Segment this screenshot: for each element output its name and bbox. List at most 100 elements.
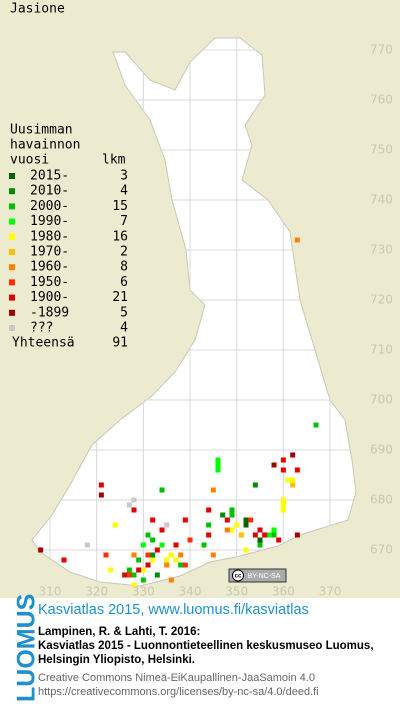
cc-terms: BY-NC-SA [248,573,281,580]
occurrence-cell [243,517,249,523]
legend-swatch [9,203,15,210]
occurrence-cell [252,482,258,488]
occurrence-cell [84,542,90,548]
legend-label: 1950- [30,275,69,290]
legend-count: 3 [120,169,128,184]
occurrence-cell [294,237,300,243]
occurrence-cell [154,547,160,553]
occurrence-cell [252,532,258,538]
occurrence-cell [201,542,207,548]
legend-swatch [9,325,15,331]
legend-count: 2 [120,245,128,260]
legend-swatch [9,218,15,225]
occurrence-cell [112,522,118,528]
occurrence-cell [126,502,132,508]
occurrence-cell [243,522,249,528]
legend-label: 1900- [30,290,69,305]
occurrence-cell [210,552,216,558]
occurrence-cell [145,552,151,558]
legend-heading: Uusimman [10,123,73,138]
legend-label: ??? [30,321,53,336]
occurrence-cell [234,522,240,528]
y-tick-label: 670 [370,543,393,557]
occurrence-cell [280,497,286,503]
occurrence-cell [285,477,291,483]
occurrence-cell [215,457,221,463]
occurrence-cell [215,462,221,468]
occurrence-cell [290,477,296,483]
occurrence-cell [290,452,296,458]
y-tick-label: 770 [370,43,393,57]
legend-count: 4 [120,321,128,336]
licence-text: https://creativecommons.org/licenses/by-… [38,686,319,698]
legend-label: 2015- [30,169,69,184]
legend-count: 21 [112,290,128,305]
occurrence-cell [150,552,156,558]
occurrence-cell [182,517,188,523]
legend-label: 2010- [30,184,69,199]
occurrence-cell [159,487,165,493]
legend-count: 15 [112,199,128,214]
licence-text: Creative Commons Nimeä-EiKaupallinen-Jaa… [38,672,315,684]
occurrence-cell [280,467,286,473]
occurrence-cell [131,507,137,513]
occurrence-cell [136,567,142,573]
occurrence-cell [178,552,184,558]
occurrence-cell [229,527,235,533]
occurrence-cell [140,567,146,573]
occurrence-cell [294,467,300,473]
legend-count-heading: lkm [102,153,126,168]
legend-total-label: Yhteensä [12,336,75,351]
occurrence-cell [238,532,244,538]
x-tick-label: 350 [225,585,248,599]
legend-swatch [9,188,15,195]
occurrence-cell [131,552,137,558]
occurrence-cell [266,532,272,538]
occurrence-cell [290,482,296,488]
legend-count: 6 [120,275,128,290]
badge-frame [228,568,287,583]
occurrence-cell [271,532,277,538]
legend-swatch [9,249,15,255]
x-tick-label: 310 [39,585,62,599]
occurrence-cell [98,492,104,498]
occurrence-cell [262,532,268,538]
occurrence-cell [126,567,132,573]
cc-logo: cc [235,574,242,580]
occurrence-cell [257,537,263,543]
occurrence-cell [98,482,104,488]
occurrence-cell [164,562,170,568]
x-tick-label: 360 [272,585,295,599]
occurrence-cell [294,532,300,538]
legend-label: 1980- [30,229,69,244]
occurrence-cell [164,522,170,528]
occurrence-cell [140,542,146,548]
occurrence-cell [243,547,249,553]
x-tick-label: 320 [85,585,108,599]
occurrence-cell [131,572,137,578]
occurrence-cell [187,537,193,543]
citation: Kasviatlas 2015 - Luonnontieteellinen ke… [38,640,374,652]
occurrence-cell [220,512,226,518]
y-tick-label: 760 [370,93,393,107]
legend-label: 2000- [30,199,69,214]
legend-count: 16 [112,229,128,244]
occurrence-cell [229,507,235,513]
occurrence-cell [257,527,263,533]
legend-swatch [9,294,15,301]
occurrence-cell [206,522,212,528]
occurrence-cell [224,517,230,523]
occurrence-cell [150,557,156,563]
occurrence-cell [136,557,142,563]
legend-label: 1970- [30,245,69,260]
legend-count: 7 [120,214,128,229]
occurrence-cell [224,527,230,533]
occurrence-cell [168,552,174,558]
occurrence-cell [280,457,286,463]
occurrence-cell [280,507,286,513]
cc-circle [232,569,244,582]
legend-total: 91 [112,336,128,351]
y-tick-label: 730 [370,243,393,257]
occurrence-cell [313,422,319,428]
